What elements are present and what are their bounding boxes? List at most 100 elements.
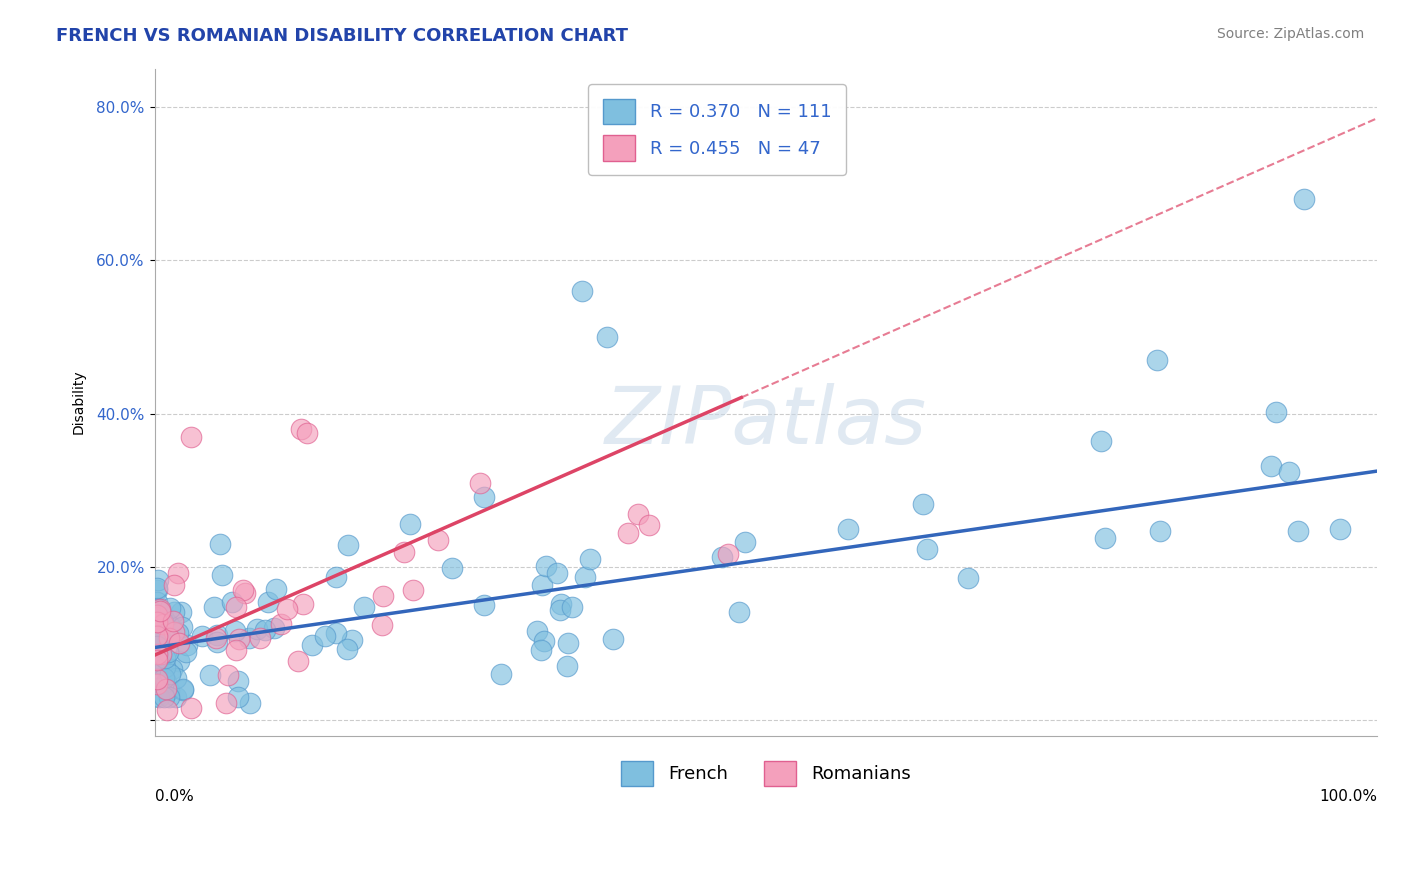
Point bbox=[174, 645, 197, 659]
Point bbox=[165, 690, 187, 705]
Point bbox=[146, 639, 169, 653]
Point bbox=[152, 616, 174, 631]
Point bbox=[336, 642, 359, 657]
Point bbox=[325, 570, 347, 584]
Text: 0.0%: 0.0% bbox=[155, 789, 193, 804]
Text: Source: ZipAtlas.com: Source: ZipAtlas.com bbox=[1216, 27, 1364, 41]
Point bbox=[276, 602, 298, 616]
Point bbox=[1286, 524, 1309, 538]
Point bbox=[574, 569, 596, 583]
Point bbox=[314, 628, 336, 642]
Point bbox=[1090, 434, 1112, 448]
Point bbox=[215, 696, 238, 710]
Point bbox=[211, 568, 233, 582]
Point bbox=[165, 671, 187, 685]
Point bbox=[150, 649, 173, 664]
Point bbox=[155, 615, 177, 629]
Point bbox=[146, 595, 169, 609]
Point bbox=[530, 643, 553, 657]
Point bbox=[153, 690, 176, 705]
Point bbox=[550, 597, 572, 611]
Point bbox=[287, 654, 309, 668]
Point bbox=[371, 589, 394, 603]
Point bbox=[163, 577, 186, 591]
Point bbox=[717, 547, 740, 561]
Point bbox=[157, 631, 180, 645]
Point bbox=[238, 631, 260, 645]
Point bbox=[146, 602, 169, 616]
Text: ZIPatlas: ZIPatlas bbox=[605, 384, 927, 461]
Point bbox=[146, 615, 169, 630]
Point bbox=[270, 616, 292, 631]
Point bbox=[167, 635, 190, 649]
Point bbox=[1094, 531, 1116, 545]
Point bbox=[221, 595, 243, 609]
Point bbox=[579, 552, 602, 566]
Point bbox=[146, 635, 169, 649]
Point bbox=[911, 497, 934, 511]
Point bbox=[205, 634, 228, 648]
Point bbox=[353, 599, 375, 614]
Point bbox=[180, 429, 202, 443]
Point bbox=[146, 601, 169, 615]
Point bbox=[1260, 458, 1282, 473]
Point bbox=[146, 689, 169, 703]
Point bbox=[208, 537, 231, 551]
Point bbox=[176, 638, 198, 652]
Point bbox=[146, 581, 169, 595]
Point bbox=[162, 615, 184, 629]
Point bbox=[146, 647, 169, 661]
Point bbox=[146, 630, 169, 644]
Point bbox=[163, 605, 186, 619]
Point bbox=[1329, 522, 1351, 536]
Point bbox=[146, 607, 169, 621]
Point bbox=[371, 617, 394, 632]
Point bbox=[146, 582, 169, 597]
Point bbox=[837, 523, 859, 537]
Point bbox=[149, 604, 172, 618]
Point bbox=[534, 558, 557, 573]
Point bbox=[468, 475, 491, 490]
Point bbox=[557, 635, 579, 649]
Point bbox=[153, 671, 176, 685]
Point bbox=[257, 595, 280, 609]
Point bbox=[561, 600, 583, 615]
Point bbox=[146, 661, 169, 675]
Point bbox=[204, 631, 226, 645]
Point bbox=[596, 330, 619, 344]
Point bbox=[301, 638, 323, 652]
Point bbox=[340, 633, 363, 648]
Point bbox=[555, 659, 578, 673]
Point bbox=[1278, 465, 1301, 479]
Point bbox=[325, 626, 347, 640]
Point bbox=[472, 490, 495, 504]
Point bbox=[156, 645, 179, 659]
Point bbox=[155, 675, 177, 690]
Point bbox=[956, 571, 979, 585]
Point bbox=[617, 526, 640, 541]
Point bbox=[155, 703, 177, 717]
Point bbox=[297, 425, 319, 440]
Point bbox=[148, 648, 170, 663]
Point bbox=[152, 608, 174, 623]
Point bbox=[246, 622, 269, 636]
Point bbox=[402, 582, 425, 597]
Point bbox=[152, 615, 174, 629]
Point bbox=[264, 582, 287, 596]
Point bbox=[146, 608, 169, 623]
Point bbox=[711, 549, 734, 564]
Point bbox=[146, 639, 169, 653]
Point bbox=[146, 615, 169, 629]
Point bbox=[228, 632, 250, 646]
Point bbox=[155, 682, 177, 697]
Point bbox=[226, 673, 249, 688]
Point bbox=[627, 507, 650, 521]
Point bbox=[399, 516, 422, 531]
Point bbox=[915, 542, 938, 557]
Point bbox=[734, 534, 756, 549]
Y-axis label: Disability: Disability bbox=[72, 370, 86, 434]
Point bbox=[602, 632, 624, 647]
Point bbox=[149, 602, 172, 616]
Point bbox=[205, 628, 228, 642]
Point bbox=[167, 654, 190, 668]
